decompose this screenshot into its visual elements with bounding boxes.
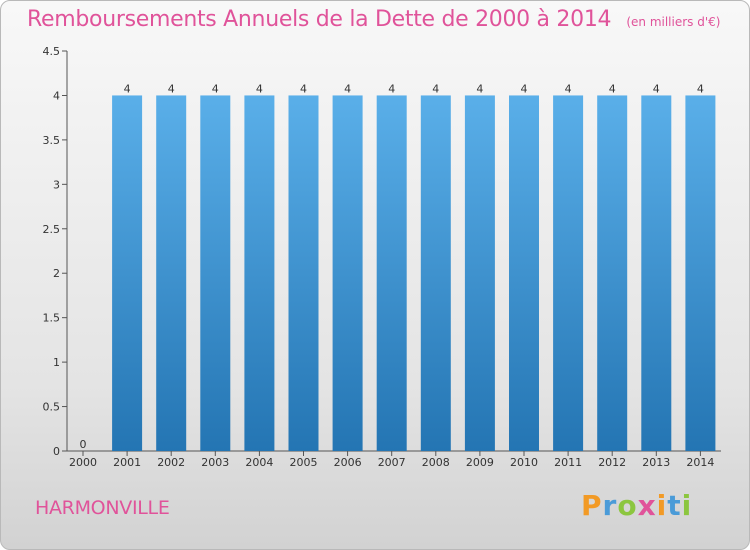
data-label: 4: [609, 82, 616, 95]
data-label: 4: [124, 82, 131, 95]
data-label: 4: [212, 82, 219, 95]
y-tick-label: 4.5: [43, 45, 61, 58]
y-tick-label: 4: [53, 89, 60, 102]
x-tick-label: 2006: [334, 456, 362, 469]
logo-letter: t: [667, 489, 682, 522]
data-label: 4: [388, 82, 395, 95]
logo-letter: x: [637, 489, 657, 522]
bar: [553, 95, 584, 451]
x-tick-label: 2014: [686, 456, 714, 469]
x-tick-label: 2003: [201, 456, 229, 469]
bar: [200, 95, 231, 451]
data-label: 4: [521, 82, 528, 95]
bar: [464, 95, 495, 451]
x-tick-label: 2013: [642, 456, 670, 469]
chart-title: Remboursements Annuels de la Dette de 20…: [27, 7, 612, 32]
commune-name: HARMONVILLE: [35, 497, 170, 519]
y-tick-label: 2: [53, 267, 60, 280]
y-tick-label: 3: [53, 178, 60, 191]
x-tick-label: 2011: [554, 456, 582, 469]
logo-letter: i: [656, 489, 668, 522]
data-label: 4: [565, 82, 572, 95]
bar: [332, 95, 363, 451]
bar: [244, 95, 275, 451]
y-tick-label: 0: [53, 445, 60, 458]
x-tick-label: 2002: [157, 456, 185, 469]
bar: [288, 95, 319, 451]
bar: [112, 95, 143, 451]
proxiti-logo: Proxiti: [581, 489, 692, 522]
data-label: 4: [476, 82, 483, 95]
logo-letter: o: [617, 489, 638, 522]
y-tick-label: 0.5: [43, 401, 61, 414]
y-tick-label: 1.5: [43, 312, 61, 325]
data-label: 4: [432, 82, 439, 95]
bar: [685, 95, 716, 451]
y-tick-label: 1: [53, 356, 60, 369]
x-tick-label: 2001: [113, 456, 141, 469]
bar: [509, 95, 539, 451]
x-tick-label: 2007: [378, 456, 406, 469]
title-block: Remboursements Annuels de la Dette de 20…: [27, 7, 720, 32]
bar: [597, 95, 628, 451]
x-tick-label: 2010: [510, 456, 538, 469]
data-label: 4: [300, 82, 307, 95]
y-tick-label: 2.5: [43, 223, 61, 236]
data-label: 4: [256, 82, 263, 95]
logo-letter: P: [581, 489, 603, 522]
bar: [641, 95, 672, 451]
bar: [156, 95, 187, 451]
data-label: 4: [697, 82, 704, 95]
x-tick-label: 2012: [598, 456, 626, 469]
x-tick-label: 2009: [466, 456, 494, 469]
x-tick-label: 2008: [422, 456, 450, 469]
y-tick-label: 3.5: [43, 134, 61, 147]
x-tick-label: 2000: [69, 456, 97, 469]
bar: [420, 95, 451, 451]
logo-letter: i: [681, 489, 693, 522]
data-label: 4: [344, 82, 351, 95]
x-tick-label: 2005: [290, 456, 318, 469]
logo-letter: r: [602, 489, 618, 522]
data-label: 0: [80, 438, 87, 451]
x-tick-label: 2004: [245, 456, 273, 469]
data-label: 4: [653, 82, 660, 95]
data-label: 4: [168, 82, 175, 95]
bar: [376, 95, 407, 451]
chart-subtitle: (en milliers d'€): [626, 15, 721, 29]
